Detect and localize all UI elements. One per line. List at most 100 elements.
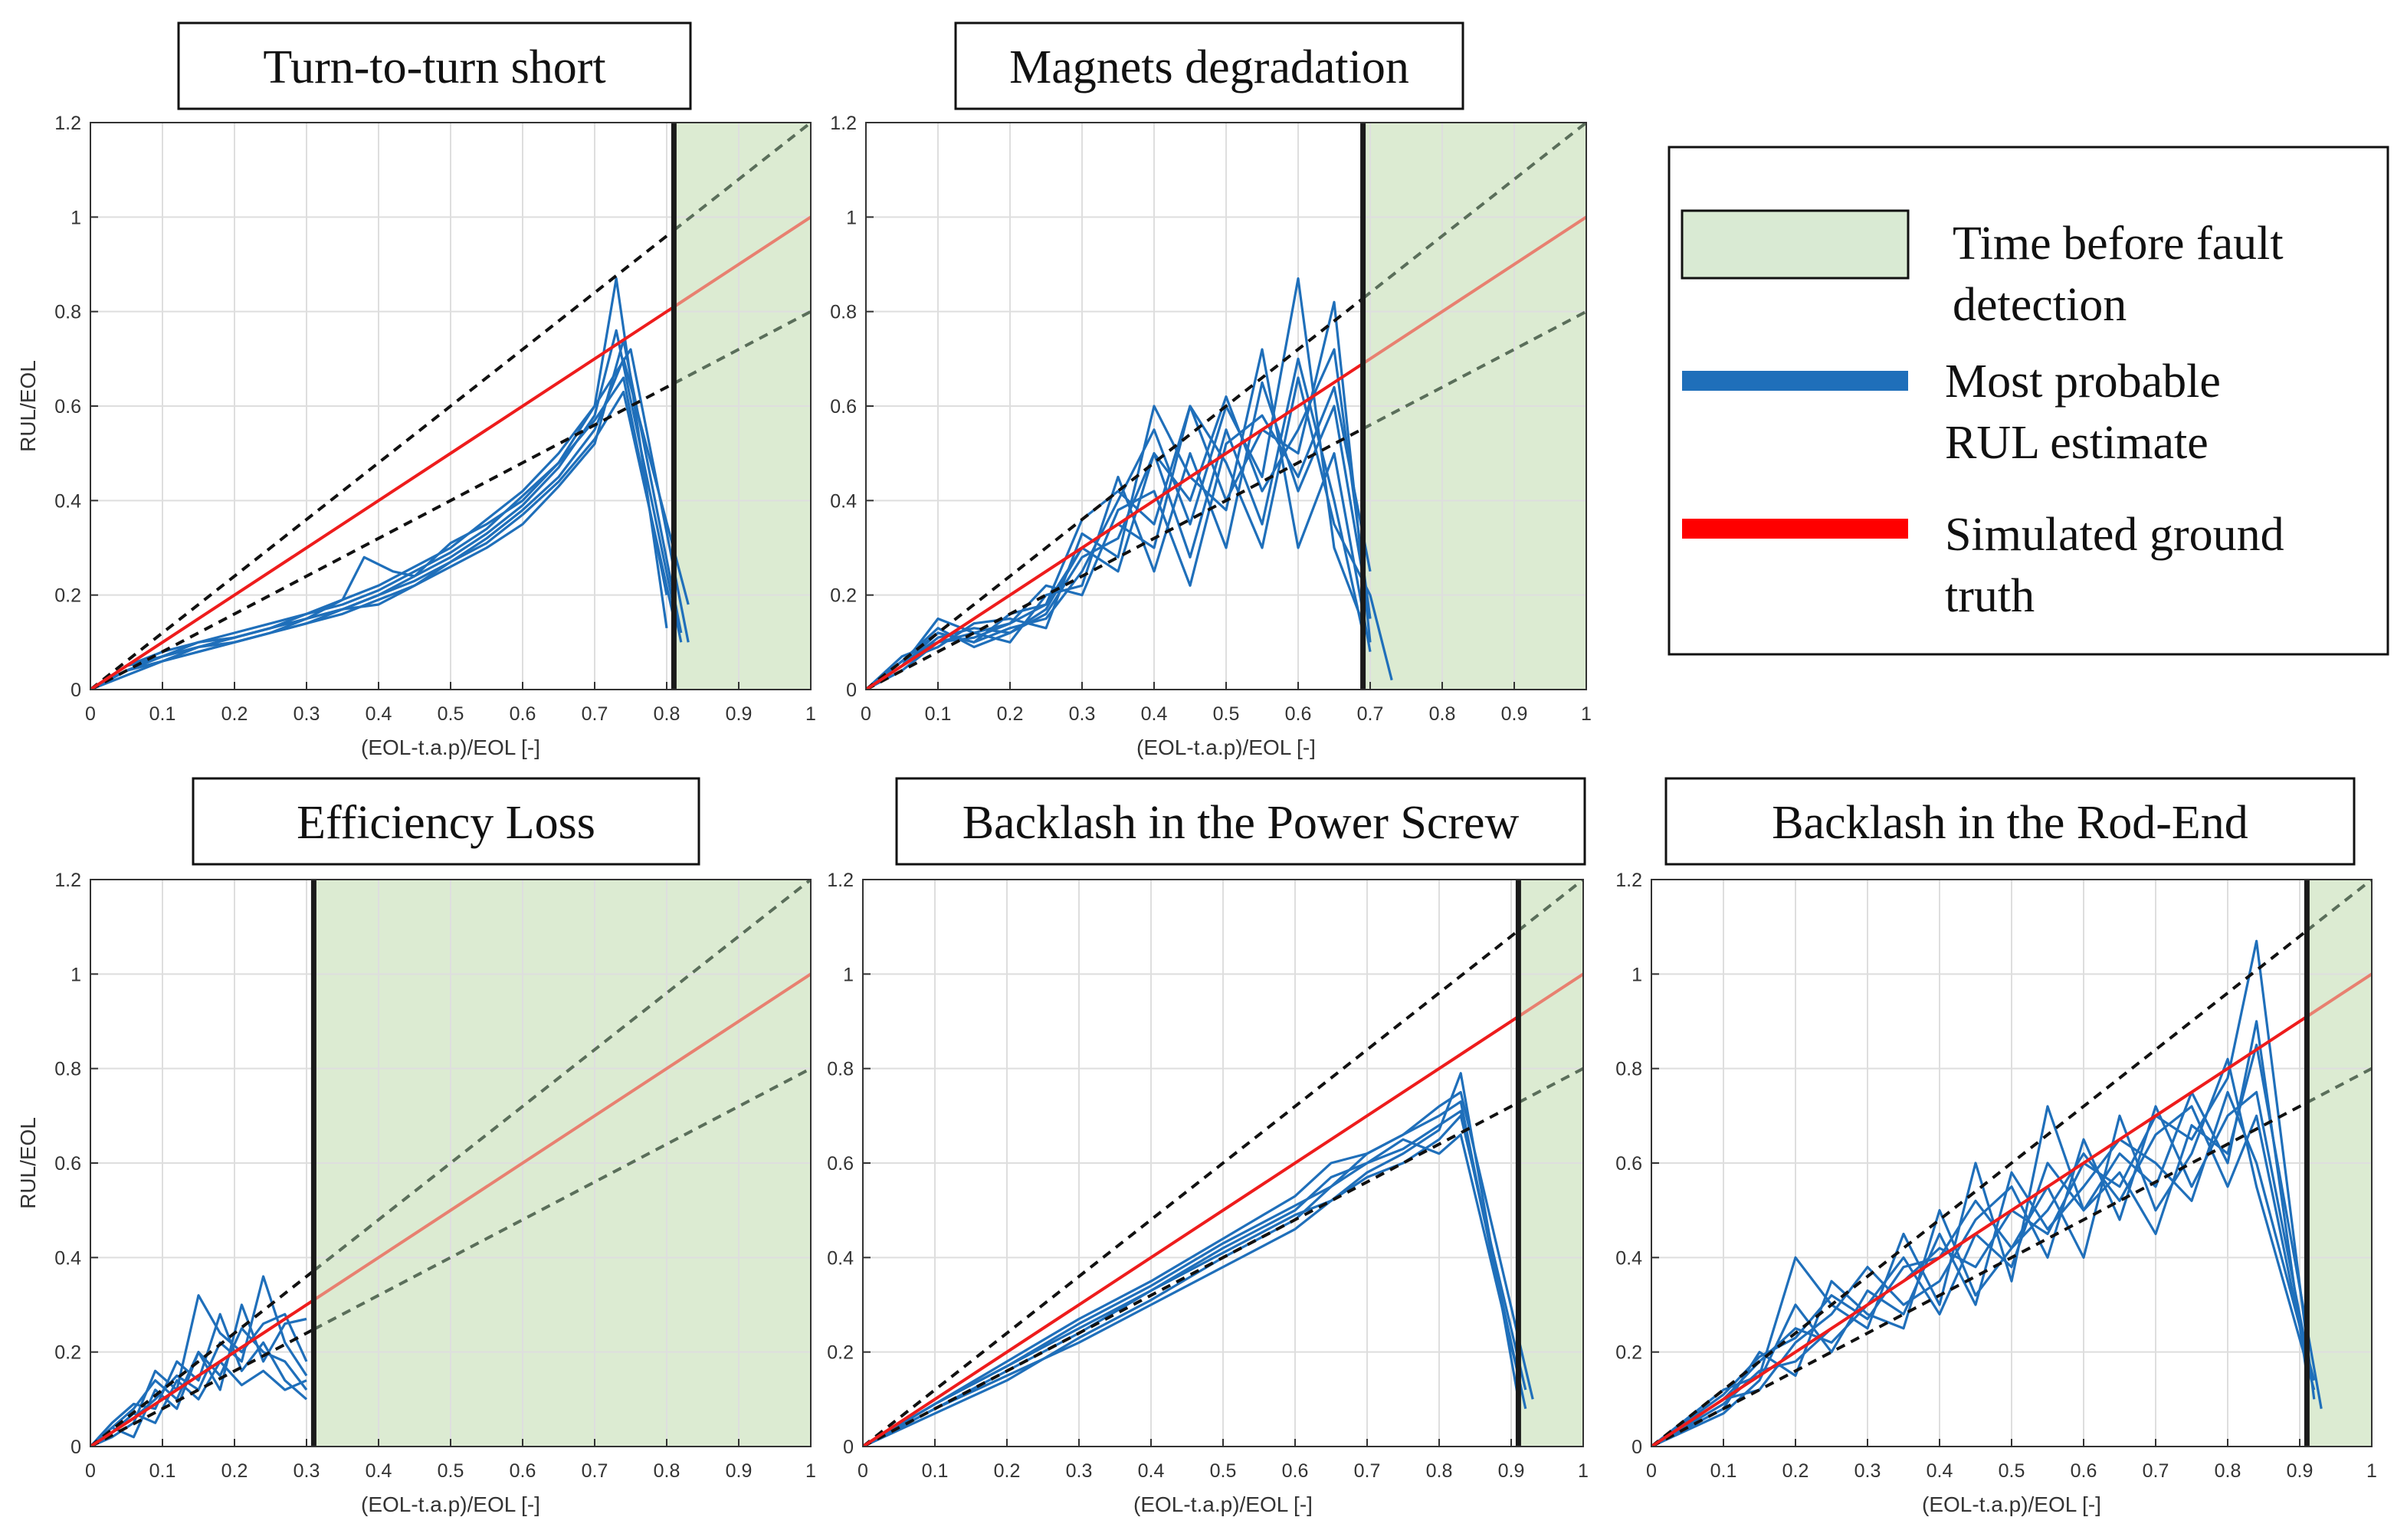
- x-tick-label: 0.5: [438, 703, 464, 725]
- ground-truth-line: [313, 972, 811, 1302]
- confidence-bound-line: [1517, 1067, 1583, 1104]
- confidence-bound-line: [866, 297, 1364, 690]
- y-tick-label: 0.6: [54, 1153, 81, 1175]
- data-layer: [1651, 880, 2372, 1447]
- y-tick-label: 0.2: [830, 585, 857, 607]
- x-axis-label: (EOL-t.a.p)/EOL [-]: [1922, 1492, 2101, 1516]
- rul-estimate-line: [863, 1090, 1534, 1447]
- y-tick-label: 0.8: [1615, 1059, 1642, 1080]
- y-tick-label: 0.6: [827, 1153, 854, 1175]
- rul-estimate-line: [90, 339, 683, 690]
- x-tick-label: 0.8: [1429, 703, 1456, 725]
- confidence-bound-line: [673, 123, 811, 232]
- x-tick-label: 0.2: [221, 1460, 248, 1482]
- confidence-bound-line: [313, 1067, 811, 1331]
- chart-title: Backlash in the Power Screw: [962, 797, 1520, 849]
- x-tick-label: 0.6: [510, 1460, 536, 1482]
- rul-estimate-line: [863, 1114, 1527, 1447]
- y-tick-label: 0.2: [54, 1342, 81, 1364]
- y-axis-label: RUL/EOL: [16, 360, 40, 452]
- x-tick-label: 0.9: [726, 703, 753, 725]
- x-tick-label: 1: [1578, 1460, 1589, 1482]
- x-tick-label: 1: [2366, 1460, 2377, 1482]
- chart-panel: 0 0.1 0.2 0.3 0.4 0.5 0.6 0.7 0.8 0.9 1 0 0.2 0.4 0.6 0…: [827, 777, 1589, 1516]
- y-tick-label: 0.6: [54, 396, 81, 418]
- x-tick-label: 1: [805, 1460, 816, 1482]
- x-tick-label: 0.6: [1282, 1460, 1309, 1482]
- x-tick-label: 0: [858, 1460, 868, 1482]
- confidence-bound-line: [90, 229, 675, 690]
- y-tick-label: 0.6: [1615, 1153, 1642, 1175]
- x-tick-label: 0.2: [997, 703, 1024, 725]
- x-tick-label: 0.6: [510, 703, 536, 725]
- y-tick-label: 1: [1631, 964, 1642, 985]
- x-tick-label: 0.1: [149, 1460, 176, 1482]
- rul-estimate-line: [866, 385, 1372, 690]
- x-tick-label: 0.8: [654, 703, 680, 725]
- chart-title-box: [895, 777, 1586, 866]
- x-tick-label: 0: [1646, 1460, 1657, 1482]
- chart-title-box: [192, 777, 700, 866]
- legend-patch: [1681, 209, 1910, 280]
- x-tick-label: 0.7: [1357, 703, 1384, 725]
- x-tick-label: 1: [1581, 703, 1592, 725]
- x-tick-label: 0: [85, 703, 96, 725]
- legend-label: Most probable: [1945, 356, 2221, 408]
- y-tick-label: 0: [846, 680, 857, 701]
- x-axis-label: (EOL-t.a.p)/EOL [-]: [1136, 736, 1316, 759]
- y-tick-label: 1.2: [830, 113, 857, 134]
- chart-title-box: [954, 21, 1464, 110]
- confidence-bound-line: [863, 929, 1520, 1447]
- y-tick-label: 0.8: [827, 1059, 854, 1080]
- ground-truth-line: [90, 1299, 315, 1447]
- y-tick-label: 0.4: [830, 490, 857, 512]
- legend-label: Time before fault: [1953, 218, 2284, 270]
- y-tick-label: 1.2: [1615, 870, 1642, 891]
- y-tick-label: 0: [1631, 1437, 1642, 1458]
- rul-estimate-line: [1651, 1090, 2316, 1447]
- x-tick-label: 0.3: [1854, 1460, 1881, 1482]
- x-tick-label: 0.4: [1138, 1460, 1165, 1482]
- x-tick-label: 0.7: [2143, 1460, 2169, 1482]
- y-tick-label: 0: [71, 680, 81, 701]
- x-tick-label: 0.8: [654, 1460, 680, 1482]
- data-layer: [863, 880, 1583, 1447]
- y-tick-label: 1.2: [827, 870, 854, 891]
- legend-label: truth: [1945, 570, 2035, 622]
- x-tick-label: 1: [805, 703, 816, 725]
- x-tick-label: 0.4: [1927, 1460, 1953, 1482]
- y-tick-label: 0: [843, 1437, 854, 1458]
- y-tick-label: 0.4: [1615, 1247, 1642, 1269]
- legend-label: Simulated ground: [1945, 509, 2284, 561]
- x-tick-label: 0.5: [1999, 1460, 2025, 1482]
- ground-truth-line: [673, 215, 811, 309]
- rul-estimate-line: [90, 390, 675, 690]
- ground-truth-line: [1651, 1015, 2308, 1447]
- y-tick-label: 1: [71, 207, 81, 228]
- y-tick-label: 0.6: [830, 396, 857, 418]
- rul-estimate-line: [863, 1100, 1513, 1447]
- x-tick-label: 0.7: [582, 703, 608, 725]
- legend: Time before fault detection Most probable R…: [1668, 146, 2389, 656]
- x-tick-label: 0.9: [1498, 1460, 1525, 1482]
- x-axis-label: (EOL-t.a.p)/EOL [-]: [1133, 1492, 1313, 1516]
- x-tick-label: 0.3: [1069, 703, 1096, 725]
- rul-estimate-line: [90, 1360, 307, 1447]
- chart-panel: 0 0.1 0.2 0.3 0.4 0.5 0.6 0.7 0.8 0.9 1 0 0.2 0.4 0.6 0…: [1615, 777, 2377, 1516]
- data-layer: [866, 123, 1586, 690]
- confidence-bound-line: [90, 382, 675, 690]
- legend-label: detection: [1953, 279, 2127, 331]
- y-tick-label: 0: [71, 1437, 81, 1458]
- ground-truth-line: [866, 362, 1364, 690]
- x-tick-label: 0.7: [1354, 1460, 1381, 1482]
- y-tick-label: 0.4: [827, 1247, 854, 1269]
- x-tick-label: 0.1: [149, 703, 176, 725]
- rul-estimate-line: [90, 1303, 307, 1447]
- confidence-bound-line: [2306, 1067, 2372, 1104]
- confidence-bound-line: [1651, 929, 2308, 1447]
- chart-title: Magnets degradation: [1009, 41, 1409, 93]
- y-tick-label: 0.2: [827, 1342, 854, 1364]
- ground-truth-line: [2306, 972, 2372, 1018]
- y-tick-label: 0.8: [54, 1059, 81, 1080]
- rul-estimate-line: [1651, 1057, 2316, 1447]
